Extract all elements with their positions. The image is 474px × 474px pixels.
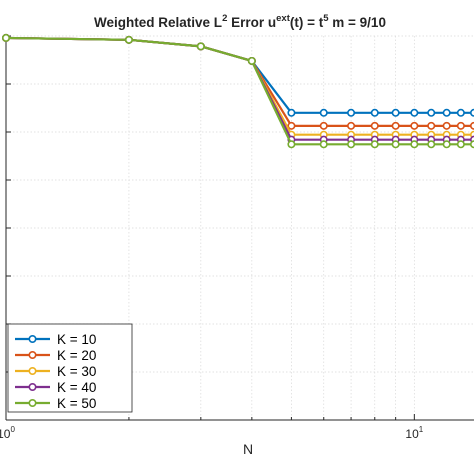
series-line: [1, 33, 474, 117]
data-point: [370, 108, 379, 117]
legend: K = 10K = 20K = 30K = 40K = 50: [7, 323, 133, 413]
legend-entry: K = 30: [15, 364, 96, 379]
series-path: [5, 36, 474, 141]
legend-marker: [28, 398, 37, 407]
data-point: [456, 108, 465, 117]
legend-entry: K = 40: [15, 380, 96, 395]
x-tick-label: 101: [405, 425, 423, 441]
series-path: [5, 36, 474, 146]
x-axis-label: N: [243, 441, 253, 457]
data-point: [410, 121, 419, 130]
data-point: [427, 121, 436, 130]
data-point: [287, 108, 296, 117]
data-point: [319, 140, 328, 149]
data-point: [319, 108, 328, 117]
data-point: [1, 33, 11, 42]
data-point: [442, 140, 451, 149]
data-point: [196, 42, 205, 51]
legend-marker: [28, 382, 37, 391]
data-point: [410, 108, 419, 117]
legend-entry: K = 10: [15, 332, 96, 347]
legend-entry: K = 20: [15, 348, 96, 363]
data-point: [442, 108, 451, 117]
legend-entry: K = 50: [15, 396, 96, 411]
series-group: [1, 33, 474, 149]
data-point: [391, 121, 400, 130]
data-point: [287, 121, 296, 130]
series-line: [1, 33, 474, 149]
chart-title: Weighted Relative L2 Error uext(t) = t5 …: [94, 13, 386, 30]
data-point: [391, 108, 400, 117]
data-point: [347, 108, 356, 117]
data-point: [391, 140, 400, 149]
data-point: [347, 140, 356, 149]
legend-label: K = 30: [57, 364, 96, 379]
legend-label: K = 40: [57, 380, 96, 395]
data-point: [370, 121, 379, 130]
series-line: [1, 33, 474, 130]
series-line: [1, 33, 474, 139]
data-point: [319, 121, 328, 130]
x-tick-labels: 100 101: [0, 425, 424, 441]
data-point: [442, 121, 451, 130]
data-point: [247, 56, 256, 65]
legend-label: K = 20: [57, 348, 96, 363]
data-point: [427, 140, 436, 149]
data-point: [410, 140, 419, 149]
data-point: [347, 121, 356, 130]
series-path: [5, 36, 474, 136]
legend-marker: [28, 334, 37, 343]
legend-label: K = 50: [57, 396, 96, 411]
legend-marker: [28, 366, 37, 375]
data-point: [370, 140, 379, 149]
x-tick-label: 100: [0, 425, 15, 441]
legend-label: K = 10: [57, 332, 96, 347]
series-path: [5, 36, 474, 114]
data-point: [456, 121, 465, 130]
legend-marker: [28, 350, 37, 359]
data-point: [124, 35, 133, 44]
data-point: [456, 140, 465, 149]
data-point: [287, 140, 296, 149]
data-point: [427, 108, 436, 117]
